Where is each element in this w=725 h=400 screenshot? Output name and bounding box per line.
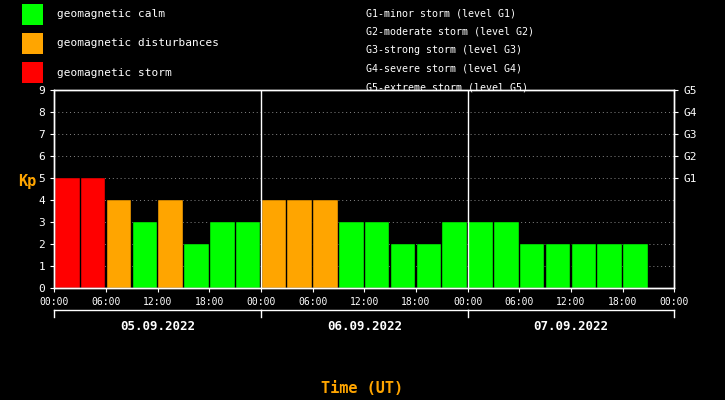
FancyBboxPatch shape — [22, 62, 44, 83]
Bar — [494, 222, 518, 288]
Bar — [597, 244, 622, 288]
Text: 06.09.2022: 06.09.2022 — [327, 320, 402, 333]
Text: 05.09.2022: 05.09.2022 — [120, 320, 195, 333]
Bar — [313, 200, 338, 288]
Text: Time (UT): Time (UT) — [321, 381, 404, 396]
Y-axis label: Kp: Kp — [18, 174, 36, 189]
Bar — [107, 200, 131, 288]
Bar — [546, 244, 571, 288]
Text: G3-strong storm (level G3): G3-strong storm (level G3) — [366, 45, 522, 55]
Bar — [442, 222, 467, 288]
Bar — [55, 178, 80, 288]
Bar — [210, 222, 234, 288]
Text: G2-moderate storm (level G2): G2-moderate storm (level G2) — [366, 27, 534, 37]
Text: geomagnetic calm: geomagnetic calm — [57, 9, 165, 19]
Text: geomagnetic disturbances: geomagnetic disturbances — [57, 38, 220, 48]
Text: G1-minor storm (level G1): G1-minor storm (level G1) — [366, 8, 516, 18]
FancyBboxPatch shape — [22, 33, 44, 54]
Bar — [158, 200, 183, 288]
Bar — [133, 222, 157, 288]
FancyBboxPatch shape — [22, 4, 44, 24]
Text: geomagnetic storm: geomagnetic storm — [57, 68, 173, 78]
Bar — [391, 244, 415, 288]
Bar — [184, 244, 209, 288]
Bar — [236, 222, 260, 288]
Bar — [81, 178, 105, 288]
Text: 07.09.2022: 07.09.2022 — [534, 320, 608, 333]
Bar — [571, 244, 596, 288]
Bar — [624, 244, 647, 288]
Bar — [365, 222, 389, 288]
Bar — [288, 200, 312, 288]
Bar — [417, 244, 441, 288]
Text: G5-extreme storm (level G5): G5-extreme storm (level G5) — [366, 82, 528, 92]
Text: G4-severe storm (level G4): G4-severe storm (level G4) — [366, 64, 522, 74]
Bar — [262, 200, 286, 288]
Bar — [468, 222, 493, 288]
Bar — [339, 222, 364, 288]
Bar — [520, 244, 544, 288]
